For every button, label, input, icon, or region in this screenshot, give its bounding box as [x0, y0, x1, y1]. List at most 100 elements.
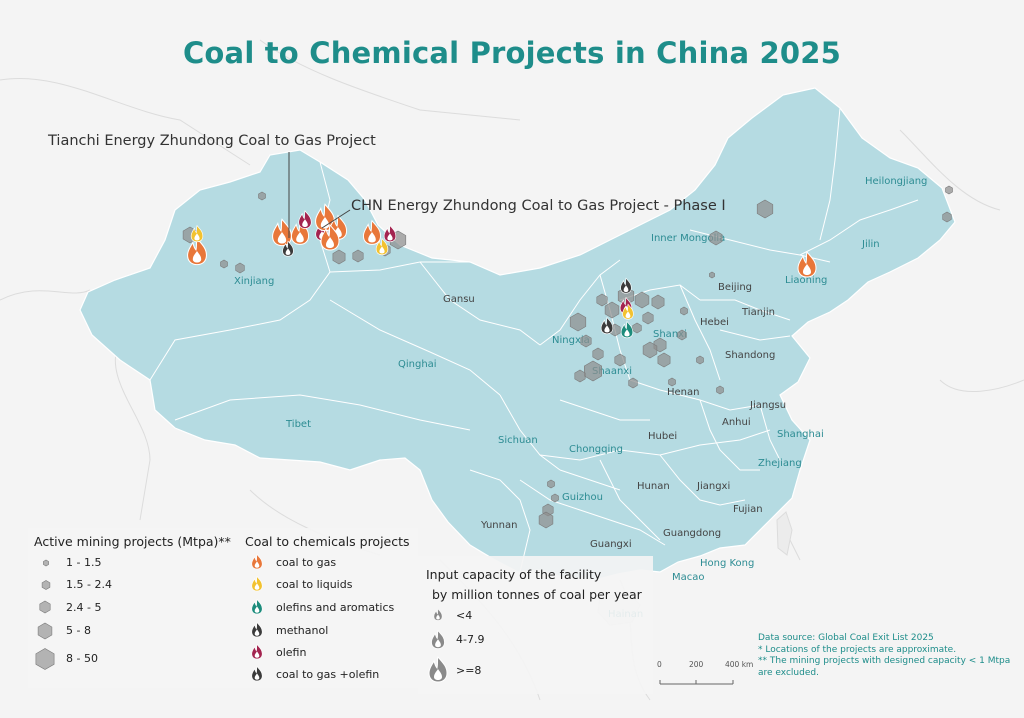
chem-project-marker [282, 240, 294, 257]
chem-project-marker [298, 210, 312, 229]
capacity-legend-item: >=8 [456, 664, 482, 677]
mine-hexagon [680, 306, 688, 316]
province-label: Shandong [725, 350, 775, 361]
province-label: Fujian [733, 504, 763, 515]
legend-panel-left [28, 528, 418, 688]
mine-hexagon [942, 211, 952, 223]
province-label: Jiangxi [696, 481, 730, 492]
province-label: Jiangsu [749, 400, 786, 411]
province-label: Hebei [700, 317, 729, 328]
mine-hexagon [258, 191, 266, 201]
mining-legend-title: Active mining projects (Mtpa)** [34, 534, 231, 549]
capacity-legend-symbols [428, 608, 448, 683]
mining-legend-item: 1.5 - 2.4 [66, 578, 112, 591]
capacity-legend-title-2: by million tonnes of coal per year [432, 587, 642, 602]
chn-leader-line [321, 209, 351, 229]
chem-legend-item: olefin [276, 646, 307, 659]
mine-hexagon [634, 291, 650, 309]
mine-hexagon [569, 312, 587, 332]
capacity-legend-flame [433, 608, 443, 621]
mining-legend-hexagon [41, 580, 51, 590]
mine-hexagon [551, 493, 559, 503]
mine-hexagon [596, 293, 608, 307]
chem-project-marker [190, 224, 204, 243]
province-label: Macao [672, 572, 705, 583]
chem-project-marker [187, 237, 207, 266]
mining-legend-hexagon [43, 559, 49, 567]
chem-legend-flame [251, 598, 263, 615]
mining-legend-symbols [35, 559, 55, 670]
mining-legend-hexagon [37, 622, 53, 640]
province-label: Guizhou [562, 492, 603, 503]
mine-hexagon [756, 199, 774, 219]
chemical-projects [187, 203, 817, 339]
capacity-legend-item: <4 [456, 609, 473, 622]
mine-hexagon [668, 377, 676, 387]
mining-projects [182, 185, 953, 529]
province-label: Qinghai [398, 359, 437, 370]
callout-tianchi: Tianchi Energy Zhundong Coal to Gas Proj… [48, 133, 376, 149]
mine-hexagon [716, 385, 724, 395]
mine-hexagon [696, 355, 704, 365]
chem-project-marker [620, 277, 632, 294]
map-title: Coal to Chemical Projects in China 2025 [182, 36, 842, 70]
mining-legend-hexagon [39, 600, 51, 614]
province-label: Gansu [443, 294, 475, 305]
source-line: Data source: Global Coal Exit List 2025 [758, 633, 934, 643]
province-label: Hong Kong [700, 558, 754, 569]
province-label: Guangdong [663, 528, 721, 539]
mine-hexagon [352, 249, 364, 263]
chem-legend-item: coal to gas [276, 556, 337, 569]
mine-hexagon [547, 479, 555, 489]
mining-legend-item: 1 - 1.5 [66, 556, 102, 569]
scale-bar: 0 200 400 km [657, 660, 753, 685]
province-borders [149, 107, 919, 573]
source-line: * Locations of the projects are approxim… [758, 644, 957, 655]
scale-label-200: 200 [689, 660, 704, 669]
chem-project-marker [320, 223, 340, 251]
chem-project-marker [362, 219, 382, 245]
data-source-note: Data source: Global Coal Exit List 2025 … [758, 633, 1010, 679]
province-label: Liaoning [785, 275, 827, 286]
scale-label-0: 0 [657, 660, 662, 669]
province-label: Xinjiang [234, 276, 274, 287]
chem-project-marker [600, 316, 614, 335]
chem-legend-item: coal to gas +olefin [276, 668, 380, 681]
province-label: Beijing [718, 282, 752, 293]
mining-legend-item: 2.4 - 5 [66, 601, 102, 614]
province-label: Jilin [861, 239, 880, 250]
capacity-legend-flame [431, 629, 445, 649]
province-label: Ningxia [552, 335, 590, 346]
scale-label-400: 400 km [725, 660, 753, 669]
mining-legend-item: 8 - 50 [66, 652, 98, 665]
mine-hexagon [235, 262, 245, 274]
province-label: Chongqing [569, 444, 623, 455]
capacity-legend-flame [428, 655, 448, 683]
legend-panel-capacity [418, 556, 653, 694]
chem-project-marker [375, 237, 389, 256]
chem-legend-title: Coal to chemicals projects [245, 534, 410, 549]
mine-hexagon [657, 352, 671, 368]
province-label: Shanxi [653, 329, 687, 340]
chem-project-marker [620, 320, 634, 339]
chem-legend-flame [251, 553, 263, 570]
mine-hexagon [628, 377, 638, 389]
province-labels: Heilongjiang Jilin Liaoning Inner Mongolia X… [234, 176, 927, 620]
mine-hexagon [604, 301, 620, 319]
chem-legend-item: methanol [276, 624, 329, 637]
mine-hexagon [614, 353, 626, 367]
province-label: Anhui [722, 417, 751, 428]
province-label: Inner Mongolia [651, 233, 725, 244]
province-label: Hunan [637, 481, 670, 492]
source-line: ** The mining projects with designed cap… [758, 656, 1011, 666]
mine-hexagon [592, 347, 604, 361]
mine-hexagon [677, 329, 687, 341]
province-label: Shanghai [777, 429, 824, 440]
chem-legend-flame [251, 665, 263, 682]
chem-legend-flame [251, 621, 263, 638]
province-label: Yunnan [480, 520, 517, 531]
mining-legend-item: 5 - 8 [66, 624, 91, 637]
mine-hexagon [642, 341, 658, 359]
province-label: Henan [667, 387, 699, 398]
mine-hexagon [538, 511, 554, 529]
